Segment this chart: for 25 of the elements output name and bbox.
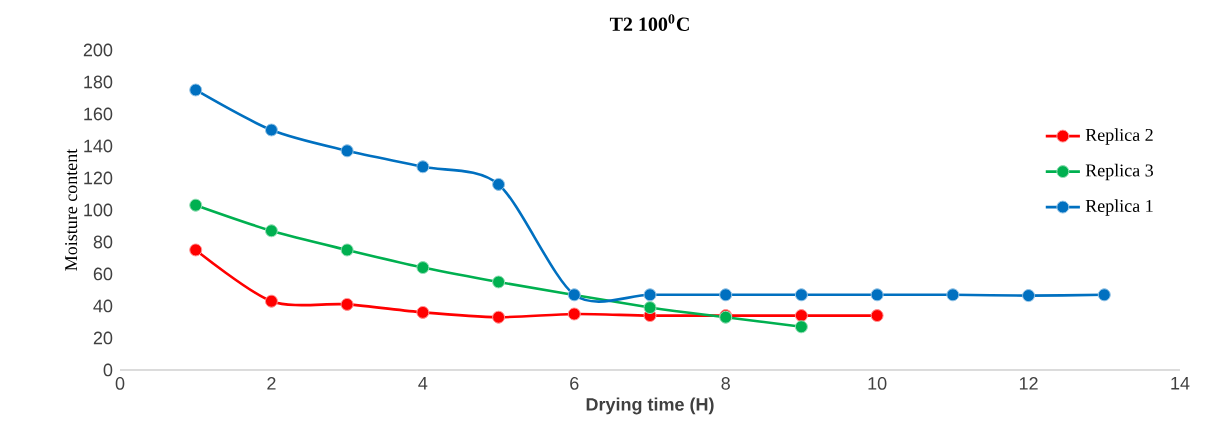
x-tick-label: 2 (267, 377, 276, 390)
y-tick-label: 140 (84, 139, 113, 153)
y-tick-label: 120 (84, 171, 113, 185)
y-tick-label: 20 (93, 331, 113, 345)
y-tick-label: 40 (93, 299, 113, 313)
y-tick-label: 200 (83, 43, 113, 57)
legend-label: Replica 2 (1085, 128, 1153, 145)
y-tick-label: 0 (103, 363, 113, 377)
x-tick-label: 8 (721, 377, 730, 390)
x-tick-label: 12 (1019, 377, 1038, 390)
y-tick-label: 160 (84, 107, 113, 121)
legend-label: Replica 3 (1085, 163, 1153, 181)
y-axis-title: Moisture content (65, 148, 78, 271)
legend-label: Replica 1 (1085, 199, 1153, 216)
x-axis-title: Drying time (H) (586, 397, 714, 415)
x-tick-label: 10 (868, 377, 887, 390)
y-tick-label: 100 (84, 203, 113, 217)
x-tick-label: 4 (418, 377, 428, 390)
x-tick-label: 14 (1171, 377, 1190, 390)
y-tick-label: 180 (84, 75, 113, 89)
chart-title: T2 100$^{0}$C (609, 14, 689, 31)
x-tick-label: 0 (115, 377, 125, 390)
y-tick-label: 80 (93, 235, 113, 249)
x-tick-label: 6 (570, 377, 579, 390)
y-tick-label: 60 (93, 267, 113, 281)
